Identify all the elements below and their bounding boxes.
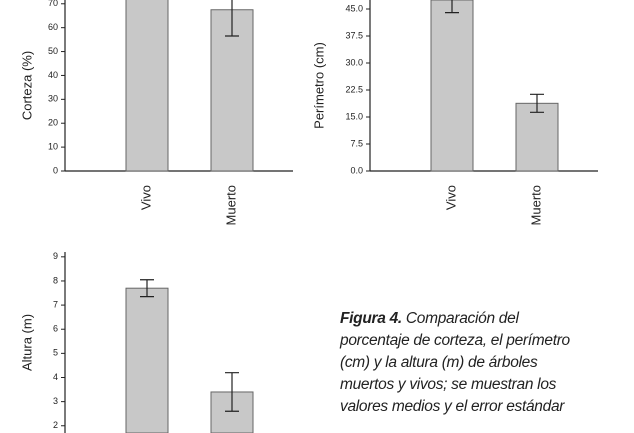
y-tick-label: 10 (48, 141, 58, 151)
error-bar (530, 93, 544, 113)
y-tick-label: 40 (48, 70, 58, 80)
y-tick-label: 30.0 (345, 57, 363, 67)
caption-text: Comparación del (401, 310, 519, 327)
y-tick-label: 0.0 (350, 165, 363, 175)
x-tick-label: Muerto (223, 185, 238, 225)
y-tick-label: 7.5 (350, 138, 363, 148)
y-tick-label: 6 (53, 324, 58, 334)
y-tick-label: 3 (53, 396, 58, 406)
y-tick-label: 37.5 (345, 30, 363, 40)
y-tick-label: 5 (53, 348, 58, 358)
x-tick-label: Muerto (528, 185, 543, 225)
y-tick-label: 0 (53, 165, 58, 175)
bar (125, 287, 169, 433)
bar (125, 0, 169, 172)
y-tick-label: 8 (53, 275, 58, 285)
error-bar (225, 372, 239, 412)
caption-label: Figura 4. (340, 310, 402, 327)
caption-line: valores medios y el error estándar (340, 398, 565, 415)
caption-line: (cm) y la altura (m) de árboles (340, 354, 538, 371)
error-bar (140, 279, 154, 298)
caption-line: porcentaje de corteza, el perímetro (340, 332, 570, 349)
caption: Figura 4. Comparación del porcentaje de … (340, 308, 630, 418)
y-tick-label: 22.5 (345, 84, 363, 94)
y-tick-label: 60 (48, 22, 58, 32)
y-tick-label: 70 (48, 0, 58, 8)
y-tick-label: 4 (53, 372, 58, 382)
bar (515, 102, 559, 172)
y-tick-label: 15.0 (345, 111, 363, 121)
caption-line: muertos y vivos; se muestran los (340, 376, 557, 393)
y-axis-label: Corteza (%) (19, 51, 34, 120)
caption-line: Figura 4. Comparación del (340, 308, 630, 330)
y-axis-label: Perímetro (cm) (311, 42, 326, 129)
y-tick-label: 2 (53, 420, 58, 430)
y-tick-label: 20 (48, 118, 58, 128)
y-tick-label: 45.0 (345, 3, 363, 13)
y-tick-label: 50 (48, 46, 58, 56)
x-tick-label: Vivo (138, 185, 153, 210)
y-tick-label: 30 (48, 94, 58, 104)
error-bar (445, 0, 459, 14)
error-bar (225, 0, 239, 37)
y-tick-label: 7 (53, 299, 58, 309)
y-axis-label: Altura (m) (19, 314, 34, 371)
y-tick-label: 9 (53, 251, 58, 261)
bar (430, 0, 474, 172)
x-tick-label: Vivo (443, 185, 458, 210)
